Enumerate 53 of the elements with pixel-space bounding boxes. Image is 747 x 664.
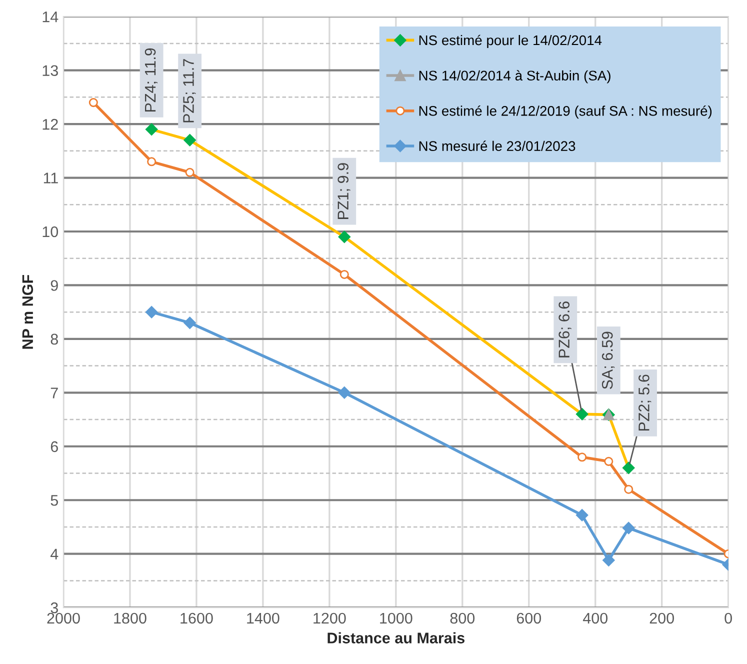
legend-label: NS estimé le 24/12/2019 (sauf SA : NS mesuré): [419, 105, 712, 119]
point: [185, 168, 194, 177]
point: [622, 462, 635, 474]
y-tick-label: 13: [42, 65, 58, 76]
y-tick-label: 10: [42, 226, 58, 238]
x-axis-title: Distance au Marais: [328, 632, 464, 644]
point: [338, 386, 350, 399]
y-tick-label: 14: [42, 12, 58, 22]
x-tick-label: 800: [450, 612, 475, 624]
point: [604, 456, 614, 466]
point: [145, 306, 158, 318]
x-tick-label: 1400: [247, 612, 280, 624]
x-tick-label: 0: [724, 612, 732, 624]
y-tick-label: 8: [50, 334, 58, 345]
point: [624, 484, 634, 494]
y-tick-label: 6: [50, 441, 58, 452]
x-tick-label: 400: [582, 612, 608, 624]
point: [184, 316, 196, 329]
y-tick-label: 12: [42, 118, 58, 130]
point: [338, 230, 350, 243]
point: [147, 157, 156, 166]
y-axis-title: NP m NGF: [22, 275, 34, 349]
x-tick-label: 1600: [180, 612, 213, 624]
x-tick-label: 200: [650, 612, 674, 624]
annotation: PZ6; 6.6: [558, 302, 572, 358]
x-tick-label: 1800: [114, 612, 146, 624]
point: [340, 270, 349, 279]
y-tick-label: 3: [50, 602, 58, 614]
annotation: PZ4; 11.9: [144, 48, 158, 112]
point: [576, 509, 588, 522]
legend-label: NS estimé pour le 14/02/2014: [419, 34, 602, 48]
legend-label: NS 14/02/2014 à St-Aubin (SA): [419, 70, 610, 84]
y-tick-label: 4: [50, 548, 58, 560]
point: [602, 554, 615, 566]
annotation: PZ1; 9.9: [338, 163, 350, 219]
point: [578, 452, 587, 462]
point: [88, 98, 98, 108]
legend-label: NS mesuré le 23/01/2023: [419, 140, 576, 152]
point: [184, 134, 196, 146]
y-tick-label: 11: [44, 172, 58, 184]
y-tick-label: 9: [50, 280, 58, 291]
y-tick-label: 5: [50, 495, 58, 506]
y-tick-label: 7: [50, 388, 58, 398]
x-tick-label: 1200: [314, 612, 346, 624]
annotation: PZ2; 5.6: [638, 374, 652, 431]
point: [622, 522, 635, 534]
annotation: PZ5; 11.7: [183, 59, 196, 122]
point: [576, 408, 588, 420]
x-tick-label: 600: [516, 612, 542, 624]
annotation: SA; 6.59: [602, 332, 615, 389]
point: [145, 123, 158, 136]
x-tick-label: 2000: [47, 612, 80, 624]
x-tick-label: 1000: [380, 612, 412, 624]
